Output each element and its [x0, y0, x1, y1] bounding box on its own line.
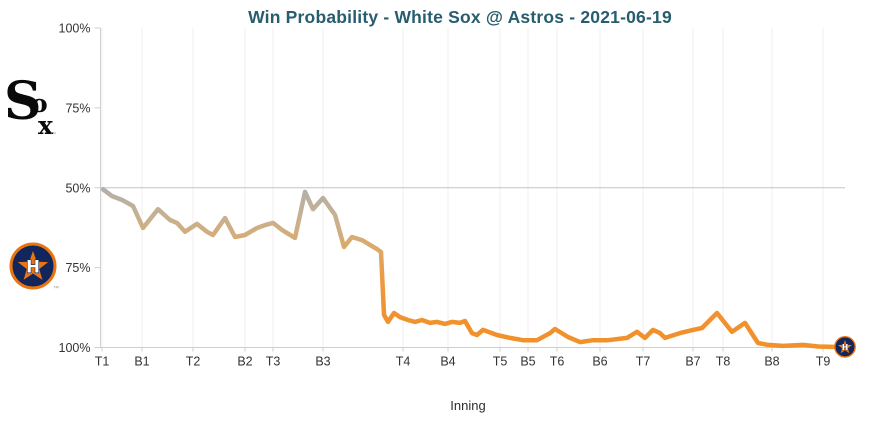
x-tick-label: T9 [816, 355, 831, 369]
x-tick-label: T1 [95, 355, 110, 369]
y-tick-label: 50% [65, 181, 90, 195]
x-tick-label: B8 [764, 355, 779, 369]
y-tick-label: 100% [59, 341, 91, 355]
sox-trademark-symbol: ™ [50, 132, 56, 138]
x-tick-label: B1 [134, 355, 149, 369]
x-tick-label: B7 [685, 355, 700, 369]
x-tick-label: T8 [716, 355, 731, 369]
white-sox-logo-icon: S o x [3, 71, 57, 147]
x-tick-label: T3 [266, 355, 281, 369]
x-tick-label: T4 [396, 355, 411, 369]
win-probability-line [100, 187, 848, 350]
y-tick-label: 100% [59, 22, 91, 36]
x-tick-label: T6 [550, 355, 565, 369]
x-tick-label: T2 [186, 355, 201, 369]
chart-title: Win Probability - White Sox @ Astros - 2… [248, 7, 672, 27]
x-tick-label: B2 [237, 355, 252, 369]
x-tick-label: B3 [315, 355, 330, 369]
y-tick-label: 75% [65, 101, 90, 115]
x-tick-label: B4 [440, 355, 455, 369]
x-axis-title: Inning [450, 398, 486, 413]
x-tick-label: T5 [493, 355, 508, 369]
astros-trademark-symbol: ™ [53, 286, 59, 292]
x-tick-label: B6 [592, 355, 607, 369]
x-tick-label: B5 [520, 355, 535, 369]
x-tick-label: T7 [636, 355, 651, 369]
sox-logo-letter-o: o [31, 89, 48, 118]
sox-logo-letter-x: x [38, 111, 54, 140]
astros-end-marker-icon [834, 336, 856, 358]
y-tick-label: 75% [65, 261, 90, 275]
sox-logo-letter-s: S [4, 72, 42, 132]
